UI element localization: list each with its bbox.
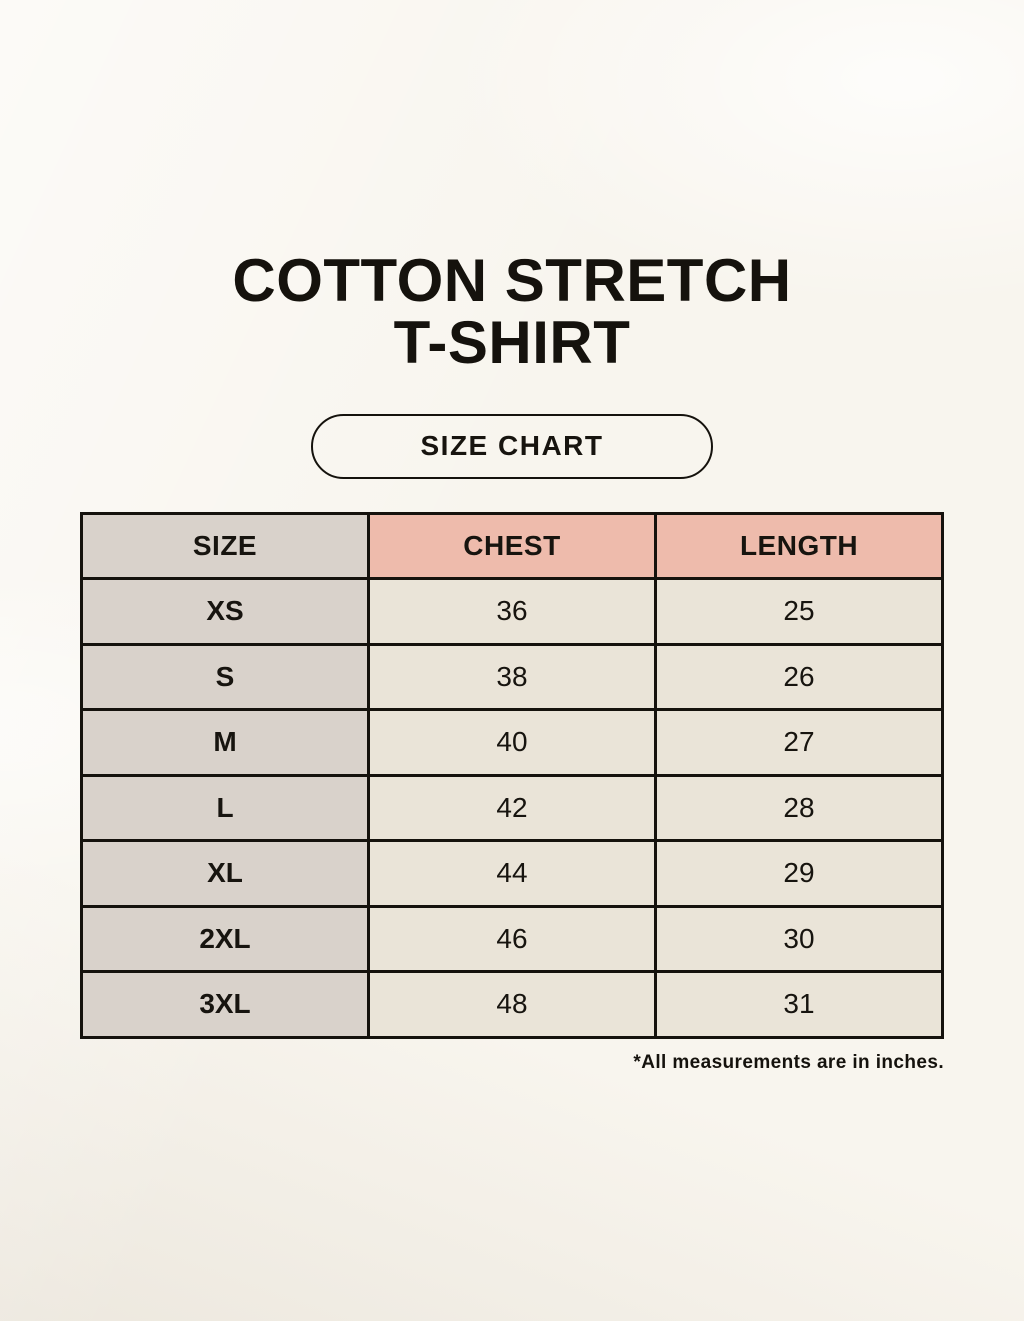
table-row: 2XL 46 30 [80, 904, 944, 974]
table-header-row: SIZE CHEST LENGTH [80, 511, 944, 581]
table-row: XL 44 29 [80, 839, 944, 908]
chest-cell: 40 [367, 708, 657, 777]
size-cell: XL [80, 839, 370, 908]
length-cell: 26 [654, 642, 944, 712]
size-chart-badge-label: SIZE CHART [420, 430, 604, 462]
table-row: S 38 26 [80, 642, 944, 712]
chest-cell: 48 [367, 970, 657, 1039]
size-cell: L [80, 773, 370, 843]
chest-cell: 38 [367, 642, 657, 712]
chest-cell: 44 [367, 839, 657, 908]
size-chart-badge: SIZE CHART [311, 413, 713, 479]
header-cell-chest: CHEST [367, 511, 657, 581]
length-cell: 30 [654, 904, 944, 974]
size-cell: 2XL [80, 904, 370, 974]
table-row: XS 36 25 [80, 577, 944, 646]
size-cell: M [80, 708, 370, 777]
table-row: M 40 27 [80, 708, 944, 777]
length-cell: 28 [654, 773, 944, 843]
chest-cell: 46 [367, 904, 657, 974]
length-cell: 29 [654, 839, 944, 908]
length-cell: 27 [654, 708, 944, 777]
product-title: COTTON STRETCH T-SHIRT [0, 250, 1024, 374]
header-cell-size: SIZE [80, 511, 370, 581]
length-cell: 31 [654, 970, 944, 1039]
size-cell: XS [80, 577, 370, 646]
product-title-line1: COTTON STRETCH [232, 247, 792, 314]
measurements-footnote: *All measurements are in inches. [633, 1051, 944, 1073]
chest-cell: 42 [367, 773, 657, 843]
chest-cell: 36 [367, 577, 657, 646]
product-title-line2: T-SHIRT [393, 308, 631, 376]
length-cell: 25 [654, 577, 944, 646]
size-cell: S [80, 642, 370, 712]
table-row: L 42 28 [80, 773, 944, 843]
size-cell: 3XL [80, 970, 370, 1039]
size-chart-table: SIZE CHEST LENGTH XS 36 25 S 38 26 M 40 … [80, 511, 944, 1039]
header-cell-length: LENGTH [654, 511, 944, 581]
table-row: 3XL 48 31 [80, 970, 944, 1039]
size-chart-page: COTTON STRETCH T-SHIRT SIZE CHART SIZE C… [0, 250, 1024, 1073]
